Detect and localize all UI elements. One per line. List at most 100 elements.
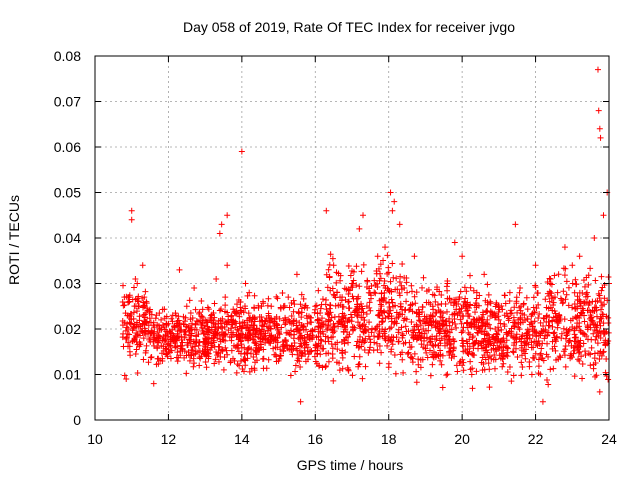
data-point [192,321,199,328]
data-point [429,303,436,310]
data-point [437,347,444,354]
data-point [175,317,182,324]
data-point [279,289,286,296]
data-point [504,368,511,375]
data-point [385,287,392,294]
data-point [535,314,542,321]
data-point [186,336,193,343]
data-point [172,344,179,351]
data-point [390,303,397,310]
data-point [347,272,354,279]
data-point [585,281,592,288]
data-point [431,336,438,343]
data-point [353,282,360,289]
data-point [346,287,353,294]
data-point [296,319,303,326]
data-point [314,316,321,323]
data-point [333,279,340,286]
data-point [550,301,557,308]
data-point [294,357,301,364]
data-point [514,309,521,316]
data-point [457,308,464,315]
data-point [365,333,372,340]
data-point [211,332,218,339]
data-point [478,315,485,322]
data-point [511,322,518,329]
data-point [288,300,295,307]
data-point [168,315,175,322]
data-point [464,299,471,306]
data-point [183,370,190,377]
data-point [238,308,245,315]
data-point [480,360,487,367]
data-point [376,321,383,328]
y-tick-label: 0.02 [54,321,81,337]
data-point [133,321,140,328]
data-point [361,326,368,333]
data-point [378,318,385,325]
data-point [355,361,362,368]
data-point [230,329,237,336]
data-point [498,326,505,333]
data-point [245,310,252,317]
data-point [501,321,508,328]
data-point [415,306,422,313]
data-point [324,311,331,318]
data-point [228,312,235,319]
data-point [356,360,363,367]
data-point [228,337,235,344]
data-point [399,261,406,268]
data-point [198,320,205,327]
data-point [349,284,356,291]
data-point [282,321,289,328]
data-point [319,296,326,303]
data-point [503,337,510,344]
data-point [161,315,168,322]
data-point [232,324,239,331]
data-point [335,270,342,277]
data-point [339,294,346,301]
data-point [280,348,287,355]
data-point [406,339,413,346]
data-point [460,348,467,355]
data-point [500,360,507,367]
data-point [555,356,562,363]
data-point [277,305,284,312]
data-point [427,372,434,379]
data-point [133,308,140,315]
data-point [447,340,454,347]
data-point [304,320,311,327]
data-point [409,359,416,366]
x-tick-label: 22 [528,431,544,447]
data-point [132,350,139,357]
data-point [535,332,542,339]
data-point [404,289,411,296]
data-point [429,361,436,368]
data-point [420,337,427,344]
data-point [179,347,186,354]
data-point [423,327,430,334]
data-point [374,253,381,260]
data-point [175,313,182,320]
data-point [164,341,171,348]
data-point [265,295,272,302]
data-point [226,333,233,340]
data-point [500,353,507,360]
data-point [466,348,473,355]
data-point [378,290,385,297]
data-point [486,353,493,360]
y-axis-label: ROTI / TECUs [6,195,22,285]
data-point [401,315,408,322]
data-point [341,312,348,319]
data-point [219,336,226,343]
data-point [486,384,493,391]
data-point [474,329,481,336]
data-point [133,346,140,353]
data-point [567,337,574,344]
data-point [300,323,307,330]
data-point [187,340,194,347]
data-point [362,363,369,370]
data-point [136,303,143,310]
data-point [495,344,502,351]
x-tick-labels: 10 12 14 16 18 20 22 24 [87,431,617,447]
